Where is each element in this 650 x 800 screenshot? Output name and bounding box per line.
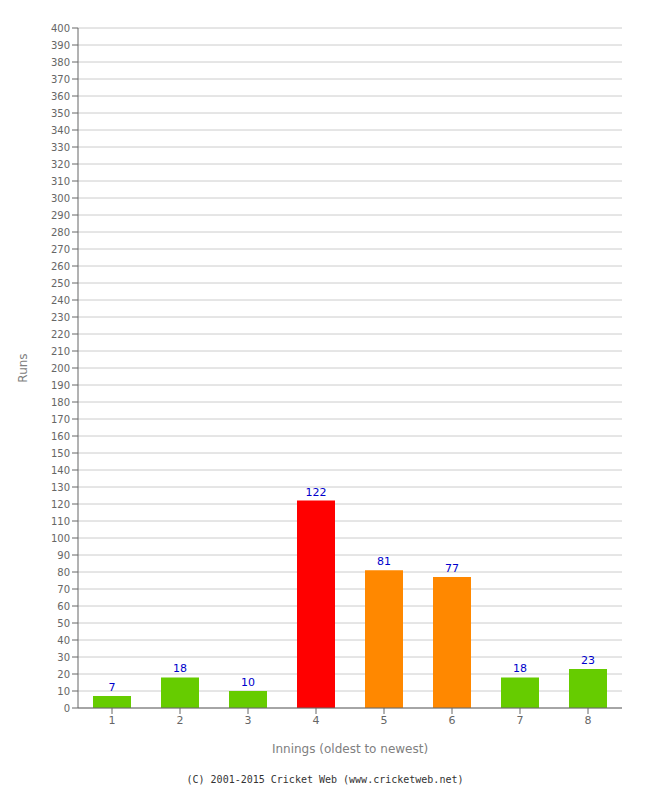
svg-text:180: 180 bbox=[51, 397, 70, 408]
svg-text:140: 140 bbox=[51, 465, 70, 476]
svg-text:60: 60 bbox=[57, 601, 70, 612]
svg-text:360: 360 bbox=[51, 91, 70, 102]
svg-text:4: 4 bbox=[313, 714, 320, 727]
svg-text:100: 100 bbox=[51, 533, 70, 544]
svg-text:330: 330 bbox=[51, 142, 70, 153]
svg-text:240: 240 bbox=[51, 295, 70, 306]
svg-text:110: 110 bbox=[51, 516, 70, 527]
svg-text:370: 370 bbox=[51, 74, 70, 85]
svg-text:190: 190 bbox=[51, 380, 70, 391]
svg-text:230: 230 bbox=[51, 312, 70, 323]
svg-text:Runs: Runs bbox=[16, 353, 30, 382]
svg-text:30: 30 bbox=[57, 652, 70, 663]
svg-text:6: 6 bbox=[449, 714, 456, 727]
svg-text:400: 400 bbox=[51, 23, 70, 34]
svg-text:380: 380 bbox=[51, 57, 70, 68]
svg-text:2: 2 bbox=[177, 714, 184, 727]
svg-text:7: 7 bbox=[517, 714, 524, 727]
svg-text:80: 80 bbox=[57, 567, 70, 578]
svg-text:120: 120 bbox=[51, 499, 70, 510]
svg-text:350: 350 bbox=[51, 108, 70, 119]
svg-text:70: 70 bbox=[57, 584, 70, 595]
svg-text:1: 1 bbox=[109, 714, 116, 727]
svg-text:3: 3 bbox=[245, 714, 252, 727]
html-text:(C) 2001-2015 Cricket Web (www: (C) 2001-2015 Cricket Web (www.cricketwe… bbox=[186, 774, 464, 785]
svg-text:Innings (oldest to newest): Innings (oldest to newest) bbox=[272, 742, 428, 756]
svg-text:81: 81 bbox=[377, 555, 391, 568]
svg-text:10: 10 bbox=[57, 686, 70, 697]
svg-text:10: 10 bbox=[241, 676, 255, 689]
svg-text:290: 290 bbox=[51, 210, 70, 221]
svg-text:260: 260 bbox=[51, 261, 70, 272]
svg-text:0: 0 bbox=[64, 703, 70, 714]
svg-text:7: 7 bbox=[109, 681, 116, 694]
svg-text:210: 210 bbox=[51, 346, 70, 357]
svg-text:130: 130 bbox=[51, 482, 70, 493]
svg-text:18: 18 bbox=[173, 662, 187, 675]
svg-text:5: 5 bbox=[381, 714, 388, 727]
svg-text:8: 8 bbox=[585, 714, 592, 727]
svg-text:320: 320 bbox=[51, 159, 70, 170]
svg-text:122: 122 bbox=[306, 486, 327, 499]
svg-text:23: 23 bbox=[581, 654, 595, 667]
svg-text:150: 150 bbox=[51, 448, 70, 459]
svg-text:20: 20 bbox=[57, 669, 70, 680]
svg-text:280: 280 bbox=[51, 227, 70, 238]
svg-text:170: 170 bbox=[51, 414, 70, 425]
svg-text:390: 390 bbox=[51, 40, 70, 51]
svg-text:18: 18 bbox=[513, 662, 527, 675]
svg-text:220: 220 bbox=[51, 329, 70, 340]
svg-text:250: 250 bbox=[51, 278, 70, 289]
svg-text:90: 90 bbox=[57, 550, 70, 561]
svg-text:300: 300 bbox=[51, 193, 70, 204]
svg-text:270: 270 bbox=[51, 244, 70, 255]
svg-text:200: 200 bbox=[51, 363, 70, 374]
svg-text:310: 310 bbox=[51, 176, 70, 187]
svg-text:340: 340 bbox=[51, 125, 70, 136]
svg-text:50: 50 bbox=[57, 618, 70, 629]
svg-text:40: 40 bbox=[57, 635, 70, 646]
svg-text:77: 77 bbox=[445, 562, 459, 575]
svg-text:160: 160 bbox=[51, 431, 70, 442]
